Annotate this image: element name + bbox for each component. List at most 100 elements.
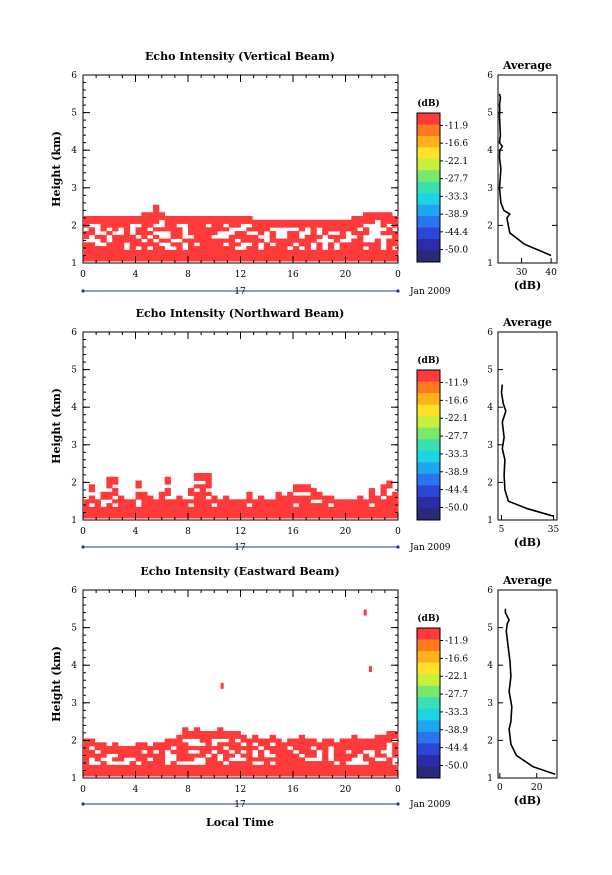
echo-cell bbox=[322, 257, 329, 262]
echo-cell bbox=[170, 216, 177, 221]
echo-cell bbox=[182, 499, 189, 504]
colorbar-swatch bbox=[417, 708, 440, 721]
colorbar-swatch bbox=[417, 135, 440, 148]
echo-cell bbox=[339, 242, 346, 247]
echo-cell bbox=[380, 746, 387, 751]
echo-cell bbox=[158, 757, 166, 762]
echo-cell bbox=[147, 219, 154, 224]
echo-cell bbox=[164, 514, 171, 519]
echo-cell bbox=[339, 246, 346, 251]
echo-cell bbox=[199, 514, 206, 519]
echo-cell bbox=[281, 219, 288, 224]
echo-cell bbox=[88, 231, 96, 236]
echo-cell bbox=[118, 757, 125, 762]
echo-cell bbox=[88, 738, 96, 743]
echo-cell bbox=[363, 510, 370, 515]
echo-cell bbox=[269, 503, 276, 508]
echo-cell bbox=[357, 514, 364, 519]
echo-cell bbox=[374, 761, 381, 766]
colorbar-swatch bbox=[417, 743, 440, 756]
echo-cell bbox=[182, 238, 189, 243]
echo-cell bbox=[211, 768, 218, 773]
echo-cell bbox=[223, 734, 230, 739]
echo-cell bbox=[112, 216, 119, 221]
echo-cell bbox=[293, 753, 300, 758]
echo-cell bbox=[328, 219, 335, 224]
echo-cell bbox=[94, 257, 101, 262]
echo-cell bbox=[170, 223, 177, 228]
echo-cell bbox=[199, 242, 206, 247]
echo-cell bbox=[176, 227, 183, 232]
echo-cell bbox=[129, 749, 136, 754]
echo-cell bbox=[182, 753, 189, 758]
echo-cell bbox=[316, 495, 323, 500]
echo-cell bbox=[123, 219, 131, 224]
colorbar-swatch bbox=[417, 731, 440, 744]
y-tick-label: 1 bbox=[71, 774, 77, 784]
echo-cell bbox=[333, 514, 341, 519]
echo-cell bbox=[118, 246, 125, 251]
y-tick-label: 2 bbox=[71, 221, 77, 231]
echo-cell bbox=[304, 503, 311, 508]
echo-cell bbox=[328, 506, 335, 511]
echo-cells bbox=[83, 473, 399, 519]
echo-cell bbox=[374, 499, 381, 504]
echo-cell bbox=[322, 772, 329, 777]
echo-cell bbox=[112, 234, 119, 239]
echo-cell bbox=[374, 742, 381, 747]
echo-cell bbox=[351, 223, 358, 228]
profile-y-tick-label: 2 bbox=[487, 736, 493, 746]
average-profile: Average 1 2 3 4 5 6 30 40 (dB) bbox=[487, 59, 558, 292]
echo-cell bbox=[141, 246, 148, 251]
x-tick-label: 0 bbox=[80, 527, 86, 537]
echo-cell bbox=[170, 768, 177, 773]
echo-cell bbox=[147, 753, 154, 758]
x-tick-label: 0 bbox=[395, 527, 401, 537]
echo-cell bbox=[135, 514, 142, 519]
echo-cell bbox=[223, 257, 230, 262]
echo-cell bbox=[147, 749, 154, 754]
echo-cell bbox=[158, 746, 166, 751]
echo-cell bbox=[287, 506, 294, 511]
echo-cell bbox=[176, 746, 183, 751]
echo-cell bbox=[333, 503, 341, 508]
echo-cell bbox=[83, 768, 90, 773]
echo-cell bbox=[287, 249, 294, 254]
echo-cell bbox=[263, 746, 271, 751]
echo-cell bbox=[328, 249, 335, 254]
colorbar-swatch bbox=[417, 147, 440, 160]
echo-cell bbox=[281, 223, 288, 228]
echo-cell bbox=[106, 253, 113, 258]
echo-cell bbox=[83, 746, 90, 751]
echo-cell bbox=[298, 219, 306, 224]
echo-cell bbox=[380, 772, 387, 777]
panel-vertical-beam: Echo Intensity (Vertical Beam) 0 4 8 12 16 20… bbox=[50, 50, 558, 297]
profile-y-tick-label: 6 bbox=[487, 71, 493, 81]
echo-cell bbox=[153, 764, 160, 769]
profile-x-label: (dB) bbox=[514, 794, 541, 807]
date-label: 17 bbox=[234, 543, 246, 553]
echo-cell bbox=[164, 476, 171, 481]
echo-cell bbox=[164, 249, 171, 254]
echo-cell bbox=[263, 219, 271, 224]
echo-cell bbox=[112, 488, 119, 493]
echo-cell bbox=[135, 242, 142, 247]
echo-cell bbox=[182, 757, 189, 762]
echo-cell bbox=[112, 223, 119, 228]
echo-cell bbox=[176, 764, 183, 769]
echo-cell bbox=[211, 772, 218, 777]
colorbar-unit: (dB) bbox=[417, 613, 439, 624]
echo-cell bbox=[293, 495, 300, 500]
echo-cell bbox=[269, 257, 276, 262]
echo-cell bbox=[223, 764, 230, 769]
echo-cell bbox=[374, 495, 381, 500]
echo-cell bbox=[100, 753, 107, 758]
echo-cell bbox=[100, 749, 107, 754]
colorbar-label: -38.9 bbox=[445, 726, 468, 736]
echo-cell bbox=[304, 249, 311, 254]
echo-cell bbox=[188, 253, 195, 258]
echo-cell bbox=[199, 476, 206, 481]
echo-cell bbox=[357, 746, 364, 751]
colorbar-swatch bbox=[417, 393, 440, 406]
echo-cell bbox=[310, 510, 317, 515]
